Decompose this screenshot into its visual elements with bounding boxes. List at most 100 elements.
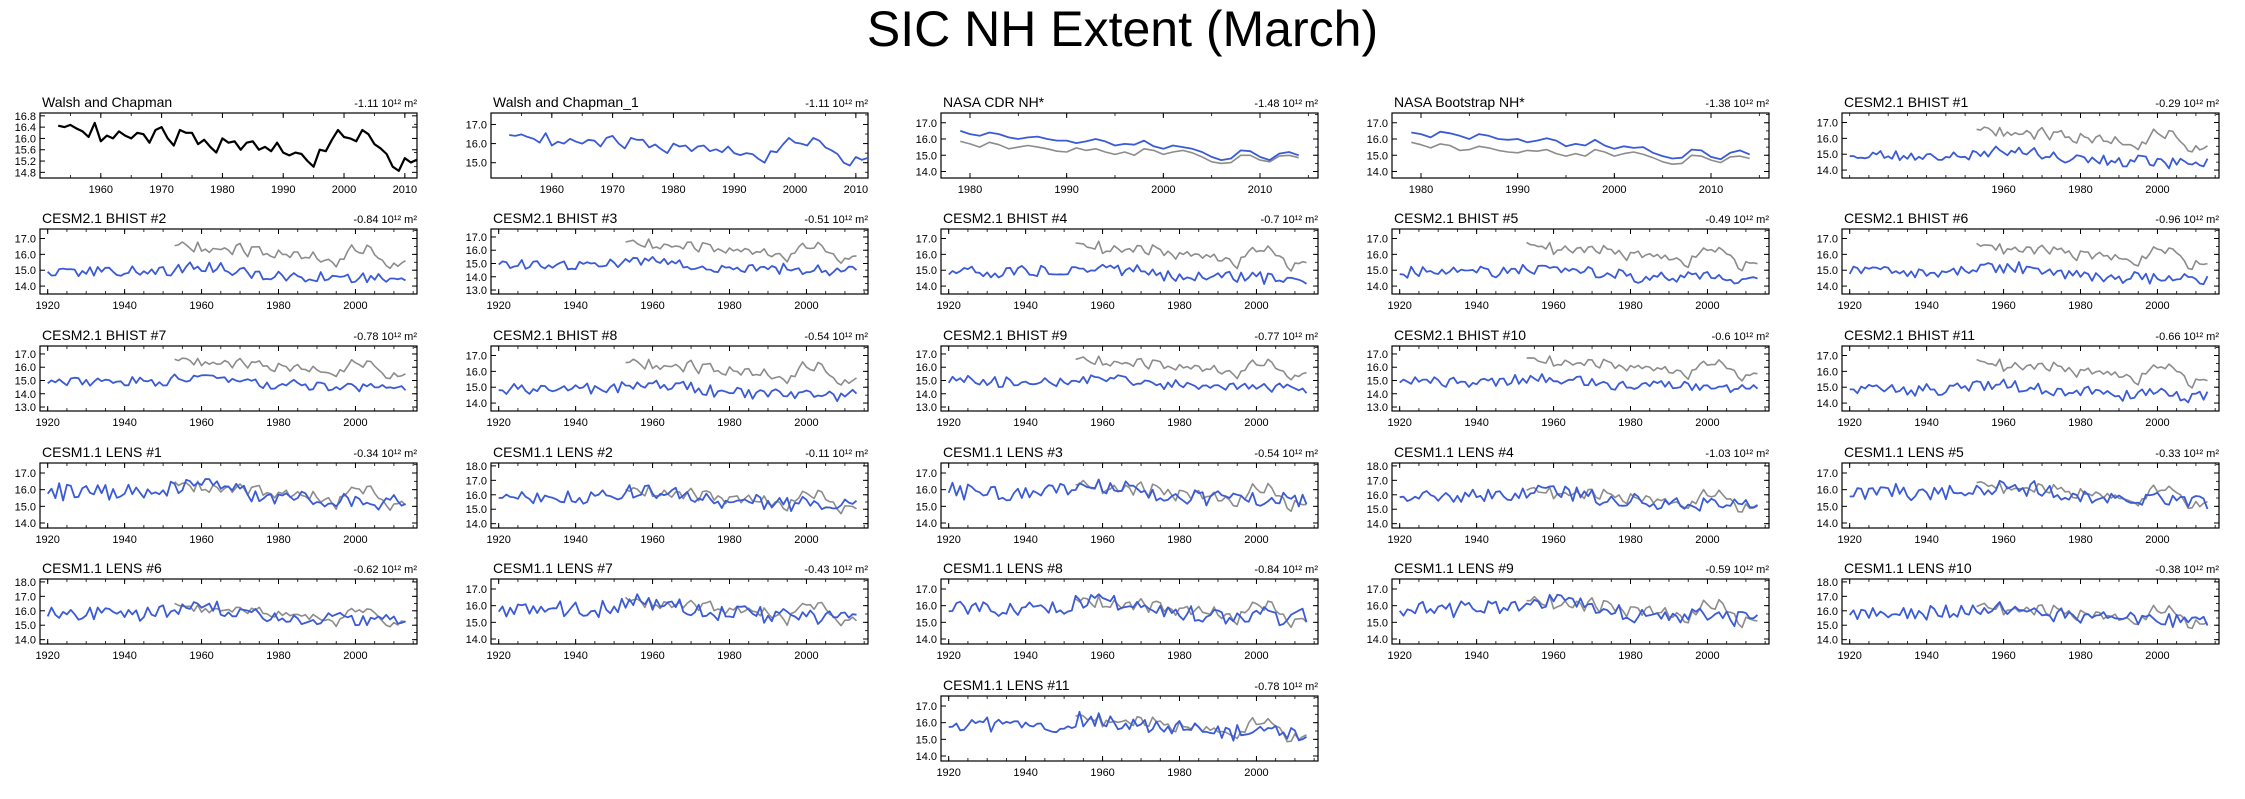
x-tick-label: 1920	[35, 534, 59, 546]
x-tick-label: 1960	[1541, 534, 1565, 546]
y-tick-label: 15.0	[15, 620, 36, 632]
y-tick-label: 16.0	[1367, 362, 1388, 374]
y-tick-label: 16.0	[1367, 601, 1388, 613]
x-tick-label: 1980	[1618, 534, 1642, 546]
panel: CESM1.1 LENS #8 -0.84 10¹² m² 17.0 16.0 15.0…	[916, 560, 1319, 662]
x-tick-label: 1920	[1387, 417, 1411, 429]
model-series-line	[1398, 593, 1759, 628]
y-tick-label: 13.0	[15, 402, 36, 414]
model-series-line	[46, 478, 406, 511]
x-tick-label: 1920	[35, 417, 59, 429]
x-tick-label: 1920	[936, 650, 960, 662]
panel: CESM1.1 LENS #5 -0.33 10¹² m² 17.0 16.0 15.0…	[1817, 444, 2220, 546]
y-tick-label: 16.0	[466, 245, 487, 257]
x-tick-label: 2000	[1695, 534, 1719, 546]
y-tick-label: 17.0	[15, 349, 36, 361]
x-tick-label: 1940	[1464, 300, 1488, 312]
observed-series-line	[57, 121, 418, 172]
x-tick-label: 1980	[1618, 650, 1642, 662]
panel-title: CESM2.1 BHIST #3	[493, 210, 617, 226]
x-tick-label: 1920	[936, 417, 960, 429]
y-tick-label: 15.0	[15, 501, 36, 513]
reference-series-line	[625, 485, 857, 515]
x-tick-label: 2010	[844, 184, 868, 196]
y-tick-label: 18.0	[466, 461, 487, 473]
panel-title: CESM2.1 BHIST #5	[1394, 210, 1518, 226]
y-tick-label: 15.0	[1367, 150, 1388, 162]
reference-series-line	[1411, 141, 1750, 165]
trend-label: -0.77 10¹² m²	[1254, 331, 1318, 343]
x-tick-label: 1970	[600, 184, 624, 196]
reference-series-line	[1526, 241, 1758, 272]
y-tick-label: 16.8	[15, 111, 36, 123]
x-tick-label: 1960	[640, 417, 664, 429]
x-tick-label: 1990	[271, 184, 295, 196]
y-tick-label: 16.0	[15, 249, 36, 261]
x-tick-label: 1940	[1013, 417, 1037, 429]
y-tick-label: 13.0	[466, 285, 487, 297]
model-series-line	[947, 478, 1308, 508]
y-tick-label: 17.0	[1367, 475, 1388, 487]
reference-series-line	[625, 238, 857, 265]
y-tick-label: 16.0	[15, 606, 36, 618]
panel-title: CESM1.1 LENS #9	[1394, 560, 1514, 576]
y-tick-label: 16.0	[1367, 490, 1388, 502]
x-tick-label: 2000	[332, 184, 356, 196]
panel: CESM2.1 BHIST #7 -0.78 10¹² m² 17.016.015.…	[15, 327, 418, 429]
x-tick-label: 2000	[794, 650, 818, 662]
x-tick-label: 1980	[1618, 300, 1642, 312]
panel: NASA CDR NH* -1.48 10¹² m² 17.0 16.0 15.0 14.…	[916, 94, 1319, 196]
trend-label: -0.29 10¹² m²	[2155, 98, 2219, 110]
y-tick-label: 16.0	[916, 362, 937, 374]
model-series-line	[47, 373, 407, 393]
x-tick-label: 1990	[1505, 184, 1529, 196]
panel: CESM2.1 BHIST #4 -0.7 10¹² m² 17.0 16.0 15.0…	[916, 210, 1319, 312]
x-tick-label: 1940	[563, 650, 587, 662]
panel-title: CESM1.1 LENS #2	[493, 444, 613, 460]
x-tick-label: 2010	[393, 184, 417, 196]
panel-title: CESM1.1 LENS #7	[493, 560, 613, 576]
panel: CESM1.1 LENS #9 -0.59 10¹² m² 17.0 16.0 15.0…	[1367, 560, 1770, 662]
x-tick-label: 1960	[540, 184, 564, 196]
y-tick-label: 17.0	[466, 584, 487, 596]
y-tick-label: 14.0	[466, 398, 487, 410]
y-tick-label: 15.0	[1367, 617, 1388, 629]
y-tick-label: 18.0	[1817, 577, 1838, 589]
reference-series-line	[1075, 595, 1308, 629]
x-tick-label: 1940	[112, 650, 136, 662]
plot-frame	[940, 578, 1319, 645]
x-tick-label: 1980	[2068, 300, 2092, 312]
x-tick-label: 1980	[1409, 184, 1433, 196]
plot-frame	[39, 228, 418, 295]
x-tick-label: 1960	[640, 650, 664, 662]
x-tick-label: 1920	[1837, 417, 1861, 429]
x-tick-label: 1920	[936, 300, 960, 312]
y-tick-label: 14.0	[15, 389, 36, 401]
plot-frame	[1841, 345, 2220, 412]
x-tick-label: 1960	[189, 417, 213, 429]
panel: CESM1.1 LENS #2 -0.11 10¹² m² 18.0 17.0 16.0…	[466, 444, 869, 546]
y-tick-label: 15.0	[916, 375, 937, 387]
x-tick-label: 1960	[1090, 767, 1114, 779]
y-tick-label: 14.0	[916, 634, 937, 646]
x-tick-label: 1920	[1837, 650, 1861, 662]
plot-frame	[490, 345, 869, 412]
panel-title: CESM1.1 LENS #3	[943, 444, 1063, 460]
x-tick-label: 1980	[717, 534, 741, 546]
plot-frame	[490, 578, 869, 645]
x-tick-label: 1940	[563, 534, 587, 546]
x-tick-label: 1960	[1991, 650, 2015, 662]
y-tick-label: 16.0	[1817, 366, 1838, 378]
y-tick-label: 14.0	[1367, 281, 1388, 293]
y-tick-label: 14.0	[1367, 167, 1388, 179]
reference-series-line	[960, 140, 1299, 165]
x-tick-label: 1920	[1387, 650, 1411, 662]
model-series-line	[1849, 378, 2209, 404]
x-tick-label: 2000	[1244, 417, 1268, 429]
plot-frame	[490, 112, 869, 179]
x-tick-label: 1920	[1837, 534, 1861, 546]
model-series-line	[1399, 263, 1758, 285]
y-tick-label: 15.0	[466, 617, 487, 629]
y-tick-label: 18.0	[1367, 461, 1388, 473]
